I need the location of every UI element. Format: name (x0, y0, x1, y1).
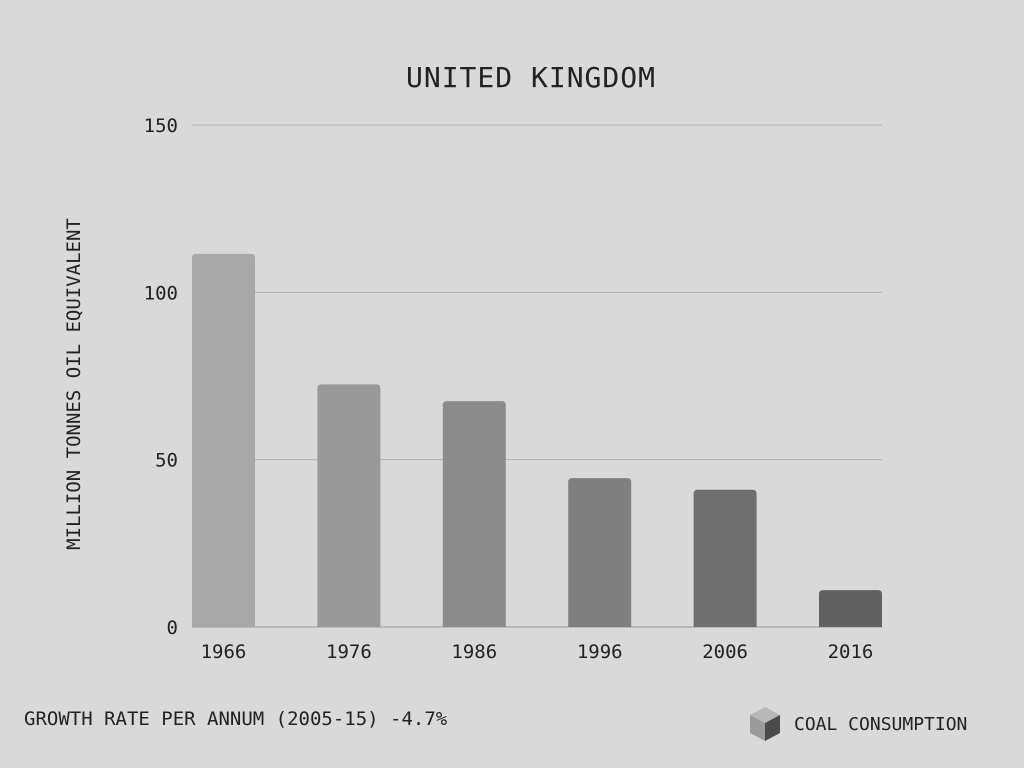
legend: COAL CONSUMPTION (748, 704, 967, 744)
bar-2016 (819, 590, 882, 627)
growth-rate-note: GROWTH RATE PER ANNUM (2005-15) -4.7% (24, 708, 448, 730)
y-tick-label: 0 (167, 617, 178, 639)
bar-1976 (317, 384, 381, 627)
bars (192, 253, 882, 627)
y-axis-ticks: 0 50 100 150 (144, 115, 178, 639)
bar-1986 (442, 401, 506, 627)
x-tick-label: 1966 (201, 641, 247, 663)
y-axis-label: MILLION TONNES OIL EQUIVALENT (63, 218, 85, 550)
y-tick-label: 150 (144, 115, 178, 137)
x-tick-label: 2016 (828, 641, 874, 663)
bar-1996 (568, 478, 632, 627)
x-tick-label: 1996 (577, 641, 623, 663)
bar-2006 (693, 489, 757, 627)
x-tick-label: 1986 (451, 641, 497, 663)
bar-1966 (192, 253, 255, 627)
x-tick-label: 1976 (326, 641, 372, 663)
chart-title: UNITED KINGDOM (406, 61, 656, 94)
y-tick-label: 100 (144, 282, 178, 304)
y-tick-label: 50 (155, 450, 178, 472)
x-axis-ticks: 1966 1976 1986 1996 2006 2016 (201, 641, 874, 663)
x-tick-label: 2006 (702, 641, 748, 663)
gridlines (192, 124, 882, 628)
cube-icon (750, 707, 780, 741)
legend-label: COAL CONSUMPTION (794, 713, 968, 735)
